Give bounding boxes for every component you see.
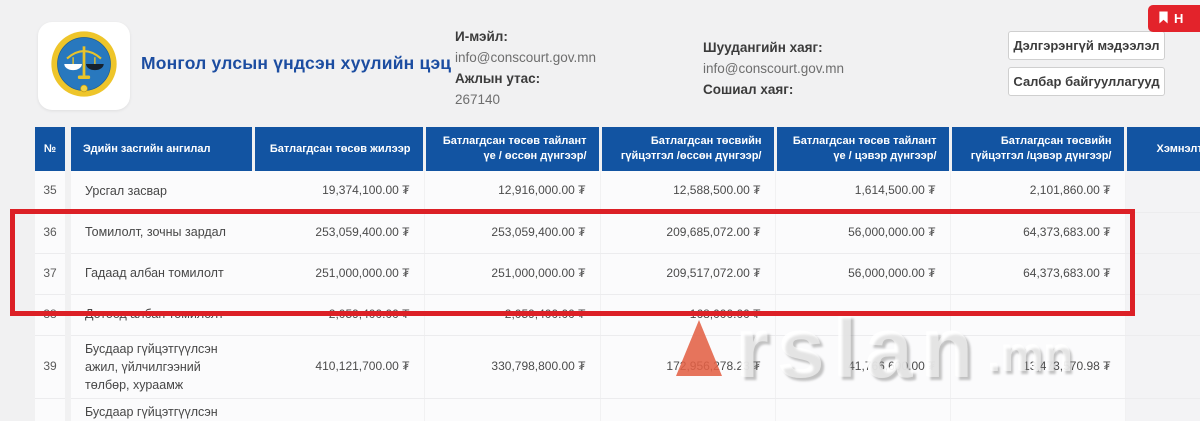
details-button[interactable]: Дэлгэрэнгүй мэдээлэл [1008,31,1165,60]
table-cell: 251,000,000.00 ₮ [253,253,425,295]
postal-label: Шуудангийн хаяг: [703,40,823,55]
table-cell: 38,455,400.00 ₮ [775,398,951,421]
col-header-execution-cumulative: Батлагдсан төсвийн гүйцэтгэл /өссөн дүнг… [600,127,777,171]
table-cell: 1,614,500.00 ₮ [775,171,951,213]
row-category: Бусдаар гүйцэтгүүлсэн бусад нийтлэг ажил… [68,398,253,421]
site-logo[interactable] [38,22,130,110]
table-cell: 56,000,000.00 ₮ [775,212,951,254]
table-cell [950,294,1126,336]
bookmark-icon [1158,11,1169,27]
table-cell: 330,798,800.00 ₮ [424,335,601,399]
row-category: Томилолт, зочны зардал [68,212,253,254]
row-category: Урсгал засвар [68,171,253,213]
table-cell: 253,059,400.00 ₮ [424,212,601,254]
table-cell-empty [1125,335,1200,399]
table-cell: 13,473,570.98 ₮ [950,335,1126,399]
table-row-highlighted: 36 Томилолт, зочны зардал 253,059,400.00… [35,212,1200,254]
table-cell: 172,956,278.23 ₮ [600,335,776,399]
table-header-row: № Эдийн засгийн ангилал Батлагдсан төсөв… [35,127,1200,171]
table-cell: 209,685,072.00 ₮ [600,212,776,254]
table-cell: 375,766,000.00 ₮ [253,398,425,421]
constitutional-court-emblem-icon [50,30,118,103]
table-cell: 12,588,500.00 ₮ [600,171,776,213]
row-number: 35 [35,171,71,213]
table-cell: 2,059,400.00 ₮ [253,294,425,336]
row-number: 36 [35,212,71,254]
table-cell: 19,374,100.00 ₮ [253,171,425,213]
col-header-category: Эдийн засгийн ангилал [68,127,255,171]
table-cell: 41,766,600.00 ₮ [775,335,951,399]
table-cell: 209,517,072.00 ₮ [600,253,776,295]
row-number: 40 [35,398,71,421]
table-row-highlighted: 38 Дотоод албан томилолт 2,059,400.00 ₮ … [35,294,1200,336]
table-row: 39 Бусдаар гүйцэтгүүлсэн ажил, үйлчилгээ… [35,335,1200,399]
table-row: 40 Бусдаар гүйцэтгүүлсэн бусад нийтлэг а… [35,398,1200,421]
col-header-approved-period-cumulative: Батлагдсан төсөв тайлант үе / өссөн дүнг… [424,127,602,171]
branches-button[interactable]: Салбар байгууллагууд [1008,67,1165,96]
row-category: Дотоод албан томилолт [68,294,253,336]
table-cell-empty [1125,398,1200,421]
table-cell: 64,373,683.00 ₮ [950,212,1126,254]
row-category: Бусдаар гүйцэтгүүлсэн ажил, үйлчилгээний… [68,335,253,399]
table-row-highlighted: 37 Гадаад албан томилолт 251,000,000.00 … [35,253,1200,295]
table-cell: 56,000,000.00 ₮ [775,253,951,295]
row-category: Гадаад албан томилолт [68,253,253,295]
social-label: Сошиал хаяг: [703,82,794,97]
table-cell: 251,000,000.00 ₮ [424,253,601,295]
row-number: 38 [35,294,71,336]
bookmark-button[interactable]: Н [1148,5,1200,32]
table-cell: 10,637,696.00 ₮ [950,398,1126,421]
table-cell: 410,121,700.00 ₮ [253,335,425,399]
table-cell: 253,059,400.00 ₮ [253,212,425,254]
col-header-approved-yearly: Батлагдсан төсөв жилээр [253,127,426,171]
page-title: Монгол улсын үндсэн хуулийн цэц [141,53,452,73]
table-cell: 2,059,400.00 ₮ [424,294,601,336]
table-cell [775,294,951,336]
bookmark-button-label: Н [1174,11,1184,26]
table-cell: 168,000.00 ₮ [600,294,776,336]
col-header-savings: Хэмнэлт [1125,127,1200,171]
contact-block-email-phone: И-мэйл: info@conscourt.gov.mn Ажлын утас… [455,26,596,110]
col-header-execution-net: Батлагдсан төсвийн гүйцэтгэл /цэвэр дүнг… [950,127,1127,171]
table-cell: 12,916,000.00 ₮ [424,171,601,213]
table-cell: 2,101,860.00 ₮ [950,171,1126,213]
table-cell: 153,798,503.23 ₮ [600,398,776,421]
table-cell-empty [1125,171,1200,213]
table-cell-empty [1125,253,1200,295]
col-header-no: № [35,127,71,171]
table-cell-empty [1125,294,1200,336]
contact-block-postal-social: Шуудангийн хаяг: info@conscourt.gov.mn С… [703,37,844,100]
row-number: 39 [35,335,71,399]
col-header-approved-period-net: Батлагдсан төсөв тайлант үе / цэвэр дүнг… [775,127,952,171]
email-label: И-мэйл: [455,29,508,44]
table-cell: 64,373,683.00 ₮ [950,253,1126,295]
table-cell: 307,643,200.00 ₮ [424,398,601,421]
table-cell-empty [1125,212,1200,254]
phone-value: 267140 [455,92,501,107]
phone-label: Ажлын утас: [455,71,541,86]
budget-table: № Эдийн засгийн ангилал Батлагдсан төсөв… [35,127,1200,421]
table-row: 35 Урсгал засвар 19,374,100.00 ₮ 12,916,… [35,171,1200,213]
row-number: 37 [35,253,71,295]
top-banner: Монгол улсын үндсэн хуулийн цэц И-мэйл: … [0,0,1200,120]
email-value: info@conscourt.gov.mn [455,50,597,65]
postal-value: info@conscourt.gov.mn [703,61,845,76]
